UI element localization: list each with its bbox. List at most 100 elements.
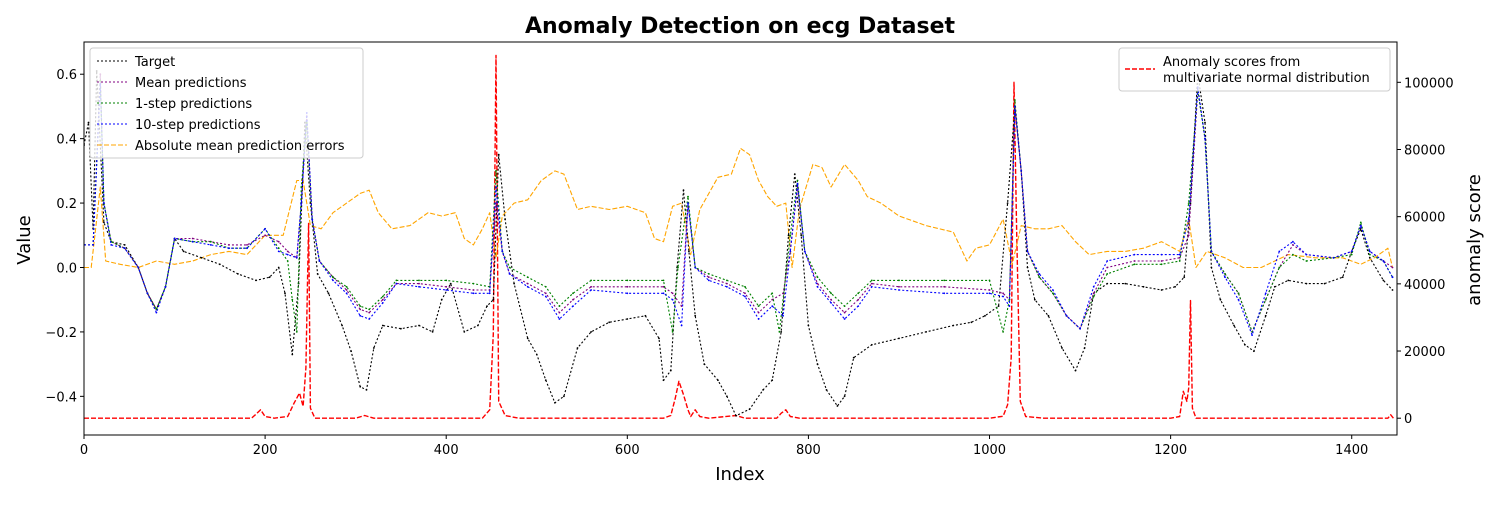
series-point-2-71 [1052, 292, 1054, 295]
series-point-1-16 [277, 240, 280, 243]
series-point-2-78 [1178, 260, 1181, 262]
series-point-1-40 [590, 285, 592, 288]
series-point-3-43 [671, 298, 674, 301]
series-point-0-76 [836, 405, 839, 407]
legend-left: Target Mean predictions 1-step predictions… [89, 47, 364, 159]
series-point-0-118 [1368, 256, 1371, 259]
series-point-3-55 [803, 250, 806, 253]
series-point-0-71 [793, 173, 796, 176]
series-point-0-101 [1183, 276, 1186, 279]
series-point-0-110 [1264, 314, 1267, 317]
y2-tick-label: 40000 [1404, 278, 1445, 293]
y2-tick-label: 0 [1404, 412, 1412, 427]
series-point-3-3 [103, 202, 105, 205]
series-point-0-83 [970, 321, 973, 324]
series-point-0-77 [843, 395, 846, 398]
series-point-0-65 [735, 414, 737, 417]
series-point-2-75 [1106, 273, 1109, 275]
series-point-0-100 [1174, 285, 1176, 288]
series-point-1-51 [771, 298, 774, 301]
legend-label: Absolute mean prediction errors [135, 139, 345, 154]
series-point-3-73 [1092, 285, 1095, 288]
series-point-3-4 [110, 244, 113, 246]
legend-right: Anomaly scores from multivariate normal d… [1118, 47, 1391, 92]
y-tick-label: 0.4 [56, 133, 77, 148]
series-point-1-31 [472, 289, 475, 291]
series-point-0-27 [341, 324, 343, 327]
series-point-2-36 [508, 266, 511, 269]
series-point-0-44 [513, 282, 515, 285]
series-point-3-1 [92, 244, 94, 246]
series-point-3-24 [345, 292, 348, 295]
series-point-0-99 [1160, 289, 1163, 291]
series-point-0-36 [440, 298, 443, 301]
plot-frame [83, 41, 1398, 436]
series-point-2-39 [558, 305, 561, 307]
series-point-2-79 [1187, 202, 1190, 205]
series-point-2-91 [1350, 253, 1353, 256]
series-point-1-47 [707, 276, 710, 279]
series-point-0-69 [780, 331, 783, 333]
series-point-3-89 [1332, 256, 1335, 259]
series-point-2-62 [898, 279, 900, 282]
series-point-0-19 [277, 266, 280, 269]
series-point-2-54 [789, 234, 792, 237]
series-point-3-37 [544, 295, 547, 298]
series-point-1-30 [445, 285, 448, 288]
series-point-3-83 [1237, 298, 1240, 301]
series-point-3-75 [1133, 253, 1136, 256]
series-point-2-16 [277, 247, 280, 250]
series-point-1-74 [1106, 266, 1109, 269]
series-point-0-13 [182, 250, 185, 253]
series-point-3-35 [508, 273, 511, 275]
series-point-0-5 [103, 221, 105, 224]
series-point-3-7 [146, 292, 149, 295]
series-point-2-28 [381, 295, 384, 298]
series-point-2-49 [726, 279, 728, 282]
series-point-0-106 [1219, 298, 1222, 301]
series-point-2-32 [472, 282, 475, 285]
series-point-2-34 [495, 170, 497, 172]
series-point-3-49 [744, 295, 746, 298]
series-point-3-38 [558, 318, 561, 320]
series-point-0-73 [807, 324, 810, 327]
series-point-3-42 [662, 292, 665, 295]
series-point-1-57 [830, 298, 832, 301]
series-point-3-46 [694, 266, 697, 269]
series-point-2-27 [368, 308, 371, 311]
series-point-3-12 [209, 244, 212, 246]
y-tick-label: −0.2 [45, 326, 77, 341]
series-line-5 [84, 54, 1394, 419]
series-point-2-12 [209, 240, 212, 243]
series-point-3-78 [1187, 218, 1190, 221]
series-point-0-120 [1391, 289, 1394, 291]
series-point-3-65 [1008, 305, 1011, 307]
series-point-3-81 [1210, 250, 1213, 253]
series-point-0-26 [327, 292, 330, 295]
series-point-3-93 [1382, 260, 1385, 262]
series-point-3-41 [626, 292, 629, 295]
series-point-1-64 [1002, 292, 1004, 295]
y2-tick-label: 80000 [1404, 143, 1445, 158]
series-point-2-67 [1014, 99, 1016, 101]
series-point-1-42 [662, 285, 665, 288]
series-point-0-89 [1026, 266, 1029, 269]
series-point-1-17 [286, 250, 289, 253]
series-point-3-85 [1264, 292, 1267, 295]
series-point-2-53 [778, 331, 781, 333]
series-point-0-50 [576, 347, 579, 349]
series-point-0-59 [682, 189, 685, 192]
series-point-0-20 [284, 292, 286, 295]
y-axis-label: Value [14, 215, 35, 264]
series-point-2-57 [816, 276, 819, 279]
series-point-3-44 [680, 324, 683, 327]
series-point-3-61 [898, 289, 900, 291]
y2-tick-label: 60000 [1404, 211, 1445, 226]
series-point-3-88 [1305, 253, 1308, 256]
series-point-2-51 [757, 305, 760, 307]
series-point-3-66 [1014, 105, 1016, 108]
series-point-2-64 [988, 279, 991, 282]
series-point-2-48 [707, 273, 710, 275]
series-point-0-57 [669, 369, 672, 372]
series-point-2-76 [1133, 263, 1136, 266]
